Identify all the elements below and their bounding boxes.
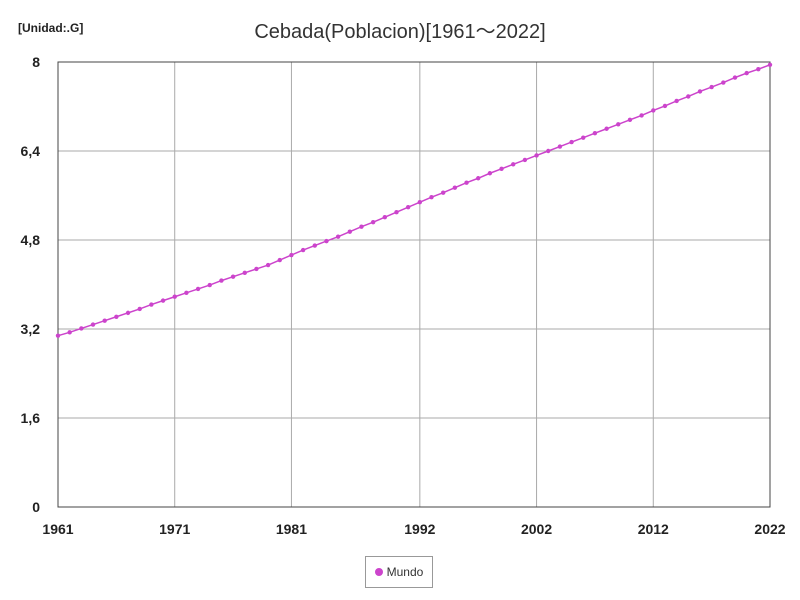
x-axis-ticks: 1961 1971 1981 1992 2002 2012 2022 (42, 521, 785, 537)
data-point (534, 153, 539, 158)
data-point (79, 326, 84, 331)
x-tick-label: 2002 (521, 521, 552, 537)
y-tick-label: 1,6 (21, 410, 41, 426)
data-point (184, 290, 189, 296)
data-point (359, 224, 364, 229)
x-tick-label: 1971 (159, 521, 190, 537)
data-point (90, 322, 96, 327)
data-point (522, 157, 528, 163)
data-point (219, 278, 224, 283)
y-tick-label: 4,8 (21, 232, 41, 248)
data-point (721, 80, 726, 85)
data-point (546, 148, 551, 154)
data-point (674, 98, 679, 104)
data-point (394, 209, 399, 215)
data-point (172, 294, 177, 299)
legend-label-mundo: Mundo (386, 565, 424, 579)
data-point (55, 333, 61, 338)
data-point (487, 171, 493, 176)
x-tick-label: 1981 (276, 521, 307, 537)
data-point (114, 314, 119, 319)
data-point (651, 108, 656, 113)
data-point (335, 234, 341, 239)
data-point (160, 298, 166, 303)
data-point (686, 94, 691, 99)
data-point (616, 122, 621, 127)
data-point (195, 286, 201, 292)
x-tick-label: 1961 (42, 521, 73, 537)
data-point (137, 306, 142, 312)
y-tick-label: 3,2 (21, 321, 41, 337)
data-point (370, 220, 376, 225)
data-point (464, 180, 469, 185)
data-point (569, 139, 574, 145)
data-point (744, 70, 749, 76)
data-point (289, 252, 294, 258)
data-point (440, 190, 446, 195)
data-point (511, 162, 516, 167)
data-point (627, 117, 633, 123)
plot-frame (57, 61, 771, 508)
data-point (125, 310, 131, 316)
data-point (604, 126, 609, 131)
y-tick-label: 8 (32, 54, 40, 70)
data-point (207, 282, 212, 288)
data-point (277, 257, 282, 263)
y-tick-label: 0 (32, 499, 40, 515)
data-point (581, 135, 586, 140)
data-point (265, 262, 271, 268)
data-point (429, 194, 434, 200)
data-point (347, 229, 353, 234)
data-point (756, 67, 761, 72)
data-point (557, 144, 563, 149)
data-point (67, 330, 72, 335)
y-tick-label: 6,4 (21, 143, 41, 159)
data-point (312, 243, 317, 248)
data-point (452, 185, 458, 190)
x-tick-label: 1992 (404, 521, 435, 537)
data-point (662, 103, 668, 109)
data-point (767, 62, 773, 67)
data-point (417, 199, 423, 205)
x-tick-label: 2022 (754, 521, 785, 537)
data-point (732, 75, 738, 80)
data-point (254, 266, 259, 272)
data-point (149, 302, 154, 307)
series-layer (55, 62, 773, 338)
data-point (230, 274, 236, 279)
y-axis-ticks: 0 1,6 3,2 4,8 6,4 8 (21, 54, 41, 515)
data-point (324, 238, 329, 244)
data-point (405, 204, 411, 210)
data-point (592, 131, 598, 136)
data-point (499, 166, 504, 171)
legend-marker-mundo (374, 568, 383, 576)
data-point (102, 318, 107, 323)
chart-title: Cebada(Poblacion)[1961～2022] (254, 21, 546, 43)
data-point (242, 270, 247, 276)
data-point (639, 113, 644, 118)
data-point (709, 84, 714, 90)
data-point (475, 176, 481, 181)
unit-label: [Unidad:.G] (18, 21, 84, 35)
data-point (300, 247, 306, 253)
legend: Mundo (365, 556, 433, 588)
data-point (382, 214, 388, 220)
x-tick-label: 2012 (638, 521, 669, 537)
grid-lines (57, 61, 771, 508)
data-point (697, 89, 703, 94)
